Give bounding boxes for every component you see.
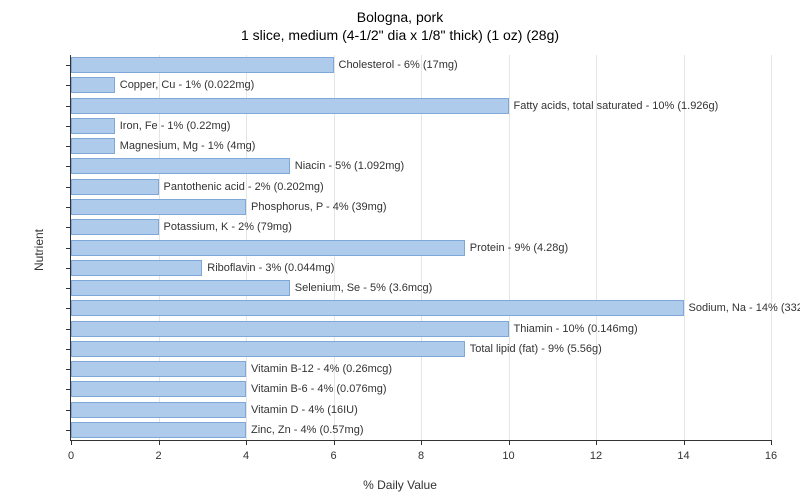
title-line2: 1 slice, medium (4-1/2" dia x 1/8" thick…	[0, 26, 800, 44]
bar-label: Vitamin B-12 - 4% (0.26mcg)	[251, 361, 392, 377]
y-tick	[66, 389, 71, 390]
nutrient-bar	[71, 199, 246, 215]
x-tick	[771, 440, 772, 445]
nutrient-bar	[71, 280, 290, 296]
nutrient-bar	[71, 260, 202, 276]
title-line1: Bologna, pork	[0, 8, 800, 26]
bar-label: Cholesterol - 6% (17mg)	[339, 57, 458, 73]
y-axis-label: Nutrient	[32, 229, 46, 271]
nutrient-bar	[71, 361, 246, 377]
gridline	[771, 55, 772, 440]
y-tick	[66, 308, 71, 309]
x-tick	[596, 440, 597, 445]
x-tick	[421, 440, 422, 445]
x-tick-label: 8	[418, 450, 424, 462]
x-tick	[684, 440, 685, 445]
plot-area: 0246810121416Cholesterol - 6% (17mg)Copp…	[70, 55, 771, 441]
nutrient-bar	[71, 77, 115, 93]
x-tick-label: 16	[765, 450, 777, 462]
y-tick	[66, 248, 71, 249]
nutrient-bar	[71, 158, 290, 174]
bar-label: Protein - 9% (4.28g)	[470, 240, 568, 256]
x-axis-label: % Daily Value	[363, 478, 437, 492]
y-tick	[66, 187, 71, 188]
chart-title: Bologna, pork 1 slice, medium (4-1/2" di…	[0, 0, 800, 44]
bar-label: Pantothenic acid - 2% (0.202mg)	[164, 179, 324, 195]
bar-label: Magnesium, Mg - 1% (4mg)	[120, 138, 256, 154]
y-tick	[66, 369, 71, 370]
nutrient-bar	[71, 98, 509, 114]
nutrient-bar	[71, 240, 465, 256]
y-tick	[66, 227, 71, 228]
bar-label: Selenium, Se - 5% (3.6mcg)	[295, 280, 433, 296]
y-tick	[66, 207, 71, 208]
y-tick	[66, 146, 71, 147]
x-tick	[159, 440, 160, 445]
x-tick	[334, 440, 335, 445]
bar-label: Iron, Fe - 1% (0.22mg)	[120, 118, 231, 134]
bar-label: Potassium, K - 2% (79mg)	[164, 219, 292, 235]
x-tick-label: 10	[502, 450, 514, 462]
x-tick-label: 2	[155, 450, 161, 462]
y-tick	[66, 430, 71, 431]
bar-label: Zinc, Zn - 4% (0.57mg)	[251, 422, 363, 438]
nutrient-bar	[71, 422, 246, 438]
nutrient-bar	[71, 118, 115, 134]
y-tick	[66, 106, 71, 107]
nutrient-bar	[71, 57, 334, 73]
nutrient-bar	[71, 300, 684, 316]
nutrient-bar	[71, 381, 246, 397]
x-tick	[246, 440, 247, 445]
x-tick-label: 14	[677, 450, 689, 462]
x-tick	[509, 440, 510, 445]
nutrient-bar	[71, 138, 115, 154]
nutrient-bar	[71, 179, 159, 195]
y-tick	[66, 349, 71, 350]
y-tick	[66, 329, 71, 330]
x-tick-label: 6	[330, 450, 336, 462]
bar-label: Riboflavin - 3% (0.044mg)	[207, 260, 334, 276]
bar-label: Niacin - 5% (1.092mg)	[295, 158, 404, 174]
y-tick	[66, 288, 71, 289]
x-tick	[71, 440, 72, 445]
bar-label: Sodium, Na - 14% (332mg)	[689, 300, 800, 316]
bar-label: Total lipid (fat) - 9% (5.56g)	[470, 341, 602, 357]
y-tick	[66, 65, 71, 66]
bar-label: Vitamin B-6 - 4% (0.076mg)	[251, 381, 387, 397]
bar-label: Copper, Cu - 1% (0.022mg)	[120, 77, 255, 93]
x-tick-label: 4	[243, 450, 249, 462]
bar-label: Fatty acids, total saturated - 10% (1.92…	[514, 98, 719, 114]
nutrient-bar	[71, 341, 465, 357]
bar-label: Vitamin D - 4% (16IU)	[251, 402, 358, 418]
nutrient-chart: Bologna, pork 1 slice, medium (4-1/2" di…	[0, 0, 800, 500]
y-tick	[66, 166, 71, 167]
y-tick	[66, 126, 71, 127]
nutrient-bar	[71, 219, 159, 235]
y-tick	[66, 268, 71, 269]
nutrient-bar	[71, 402, 246, 418]
y-tick	[66, 410, 71, 411]
x-tick-label: 12	[590, 450, 602, 462]
y-tick	[66, 85, 71, 86]
nutrient-bar	[71, 321, 509, 337]
bar-label: Phosphorus, P - 4% (39mg)	[251, 199, 387, 215]
bar-label: Thiamin - 10% (0.146mg)	[514, 321, 638, 337]
x-tick-label: 0	[68, 450, 74, 462]
